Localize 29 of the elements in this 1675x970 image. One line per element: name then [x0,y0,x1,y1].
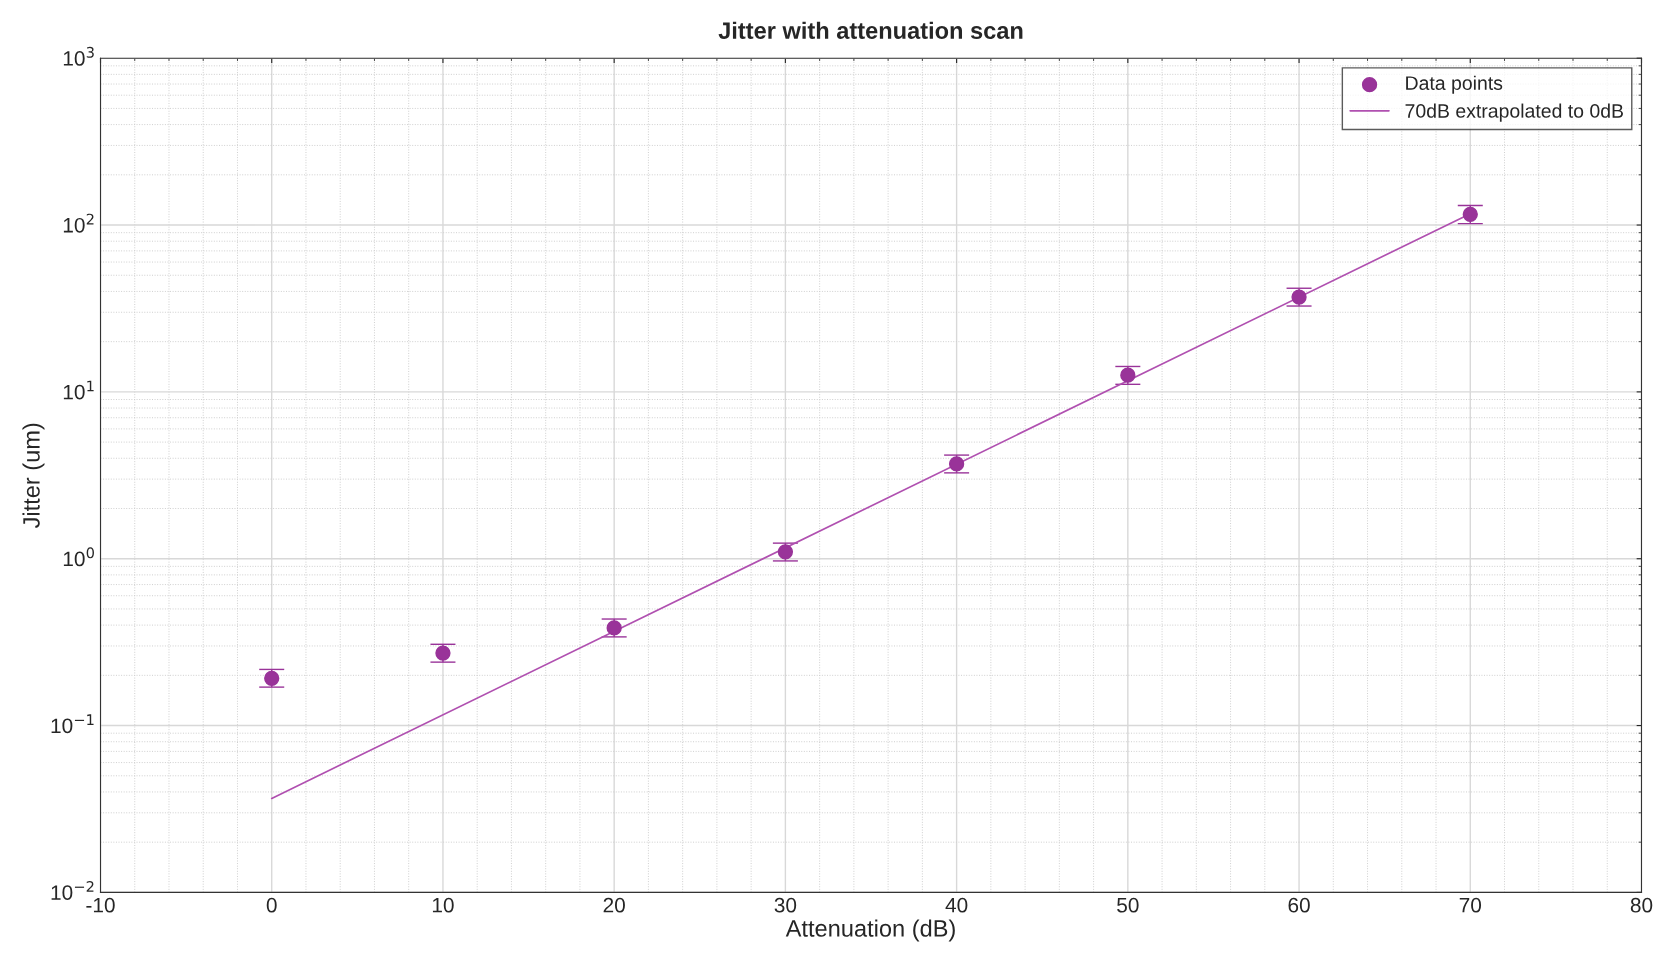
y-axis-title: Jitter (um) [22,423,45,529]
y-tick-label: 10$^{1}$ [63,380,94,400]
x-tick-label: 10 [432,897,454,913]
x-tick-label: 0 [266,897,277,913]
x-tick-label: 60 [1288,897,1310,913]
legend-label: 70dB extrapolated to 0dB [1405,103,1623,122]
point [1291,289,1307,305]
legend-label: Data points [1406,75,1503,94]
point [606,620,622,636]
x-tick-label: 20 [603,897,625,913]
y-tick-label: 10$^{3}$ [63,46,94,66]
y-tick-label: 10$^{0}$ [63,547,94,567]
point [435,645,451,661]
x-tick-label: 30 [774,897,797,913]
x-tick-label: 50 [1117,897,1139,913]
y-tick-label: 10$^{2}$ [63,213,94,233]
chart-title: Jitter with attenuation scan [718,21,1023,39]
point [777,544,794,560]
point [1120,367,1136,383]
x-tick-label: -10 [86,897,115,913]
x-tick-label: 40 [945,897,968,913]
x-tick-label: 70 [1459,897,1482,913]
y-tick-label: 10$^{−1}$ [51,714,94,734]
point [1462,206,1478,222]
x-axis-title: Attenuation (dB) [785,919,955,942]
x-tick-label: 80 [1630,897,1653,913]
point [264,670,280,686]
point [948,456,965,472]
y-tick-label: 10$^{−2}$ [51,880,94,900]
